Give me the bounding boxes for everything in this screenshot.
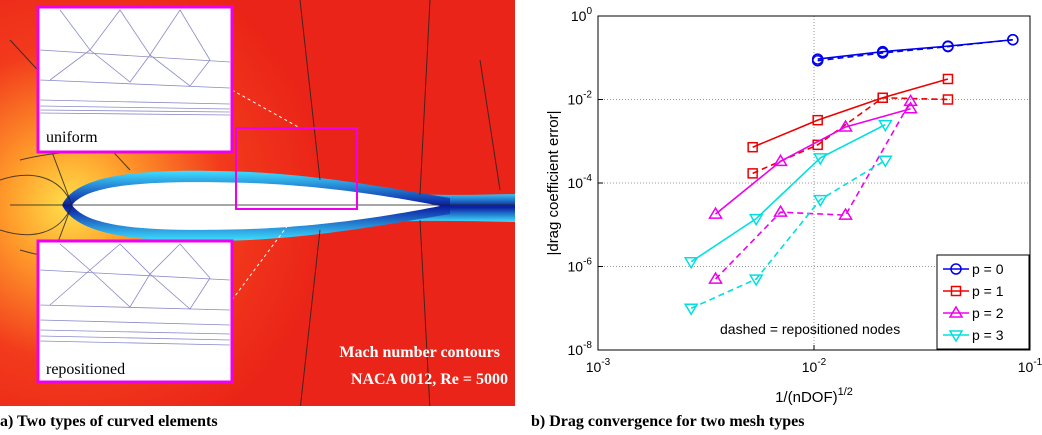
inset-label: repositioned xyxy=(46,361,125,378)
legend-box xyxy=(936,254,1030,350)
y-tick-label: 10-6 xyxy=(568,257,593,275)
marker xyxy=(813,194,828,208)
tick-exponent: -6 xyxy=(583,257,592,268)
inset-label: uniform xyxy=(46,129,98,146)
marker xyxy=(811,54,824,67)
marker xyxy=(813,153,828,166)
inset-uniform xyxy=(36,5,234,154)
marker xyxy=(747,141,758,153)
series-line xyxy=(690,123,886,263)
marker xyxy=(683,256,699,270)
x-tick-label: 10-1 xyxy=(1018,357,1042,375)
marker xyxy=(838,119,853,132)
marker xyxy=(683,303,699,316)
marker xyxy=(877,92,888,104)
legend-label: p = 1 xyxy=(972,283,1004,299)
marker xyxy=(942,73,954,85)
y-tick-label: 10-4 xyxy=(568,173,593,191)
marker xyxy=(878,155,893,168)
marker xyxy=(878,119,893,133)
marker xyxy=(773,204,788,217)
marker xyxy=(747,168,758,179)
tick-exponent: -2 xyxy=(583,90,592,101)
x-axis-label: 1/(nDOF)1/2 xyxy=(775,386,853,406)
legend: p = 0 p = 1 p = 2 p = 3 xyxy=(936,254,1030,350)
marker xyxy=(812,114,823,126)
series-line xyxy=(690,159,886,309)
tick-exponent: -4 xyxy=(583,173,592,184)
plot-frame xyxy=(597,15,1031,351)
tick-base: 10 xyxy=(568,175,584,191)
x-label-base: 1/(nDOF) xyxy=(775,389,838,406)
marker xyxy=(876,47,889,59)
tick-base: 10 xyxy=(568,342,584,358)
tick-base: 10 xyxy=(568,92,584,108)
image-annotation: Mach number contours xyxy=(339,344,500,361)
tick-exponent: -2 xyxy=(817,357,826,368)
tick-base: 10 xyxy=(802,359,818,375)
legend-label: p = 2 xyxy=(972,305,1004,321)
marker xyxy=(903,93,918,107)
inset-repositioned xyxy=(36,239,234,384)
y-tick-label: 100 xyxy=(571,6,593,24)
series-line xyxy=(714,101,912,280)
caption: a) Two types of curved elements xyxy=(0,413,218,430)
contour-image: uniform repositioned Mach number contour… xyxy=(0,0,515,406)
tick-base: 10 xyxy=(1018,359,1034,375)
y-tick-label: 10-8 xyxy=(568,340,593,358)
marker xyxy=(942,94,954,105)
tick-base: 10 xyxy=(586,359,602,375)
y-tick-label: 10-2 xyxy=(568,90,593,108)
tick-base: 10 xyxy=(568,259,584,275)
legend-label: p = 3 xyxy=(972,327,1004,343)
tick-exponent: -3 xyxy=(601,357,610,368)
tick-exponent: -8 xyxy=(583,340,592,351)
image-annotation: NACA 0012, Re = 5000 xyxy=(351,371,508,388)
marker xyxy=(948,330,964,343)
x-label-sup: 1/2 xyxy=(838,386,853,398)
marker xyxy=(950,285,962,297)
marker xyxy=(708,206,723,219)
y-axis-label: |drag coefficient error| xyxy=(545,110,562,255)
tick-exponent: -1 xyxy=(1033,357,1042,368)
legend-label: p = 0 xyxy=(972,261,1004,277)
annotation: dashed = repositioned nodes xyxy=(720,321,900,337)
marker xyxy=(1007,33,1019,46)
x-tick-label: 10-3 xyxy=(586,357,611,375)
caption: b) Drag convergence for two mesh types xyxy=(531,413,804,430)
marker xyxy=(942,40,954,53)
marker xyxy=(748,274,764,287)
series-line xyxy=(752,78,949,148)
marker xyxy=(950,263,962,275)
tick-base: 10 xyxy=(571,8,587,24)
marker xyxy=(948,305,964,318)
marker xyxy=(748,213,764,227)
series-line xyxy=(715,107,911,215)
x-tick-label: 10-2 xyxy=(802,357,827,375)
marker xyxy=(708,271,723,284)
marker xyxy=(838,207,853,220)
series-line xyxy=(817,38,1013,62)
tick-exponent: 0 xyxy=(586,6,592,17)
marker xyxy=(773,153,788,167)
